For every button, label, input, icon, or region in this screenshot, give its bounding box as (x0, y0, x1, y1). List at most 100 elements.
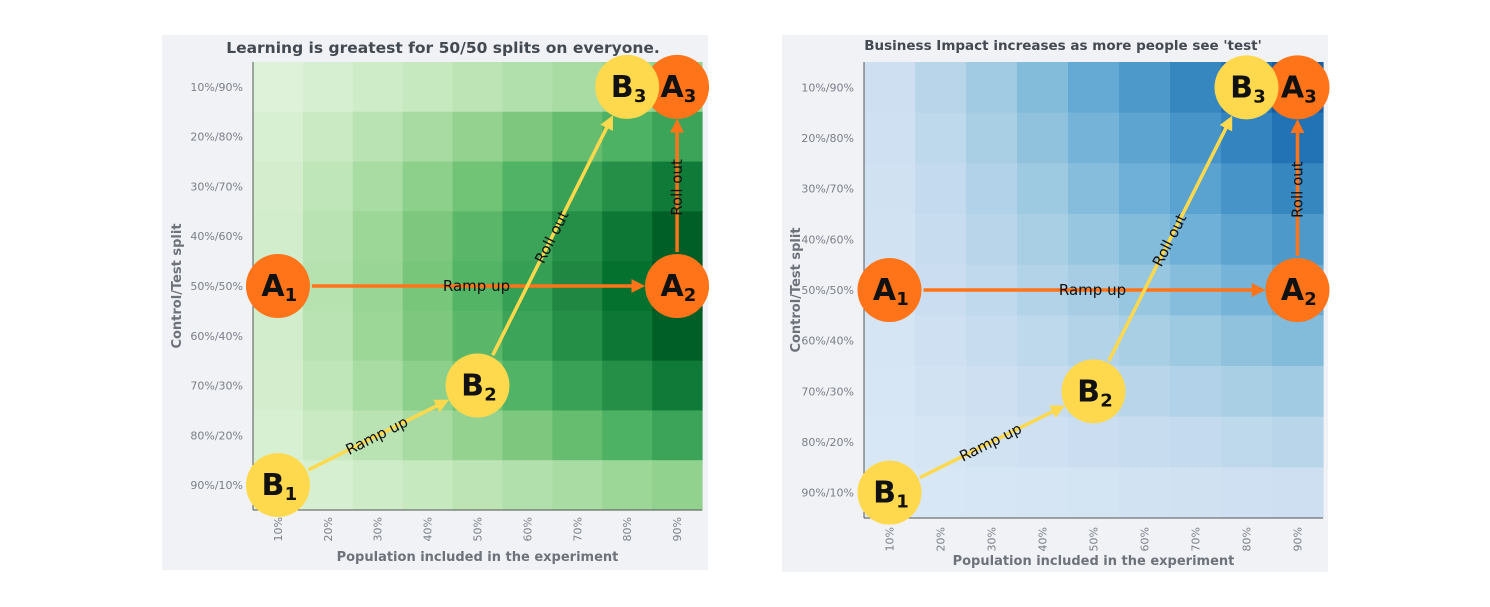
heatmap-cell (1272, 416, 1324, 468)
node-subscript: 2 (484, 385, 497, 406)
y-tick-label: 60%/40% (801, 335, 854, 348)
heatmap-cell (1272, 315, 1324, 367)
heatmap-cell (1221, 214, 1273, 266)
heatmap-cell (1017, 467, 1069, 519)
node-subscript: 1 (285, 484, 298, 505)
x-tick-label: 80% (621, 517, 634, 541)
heatmap-cell (253, 111, 304, 163)
heatmap-cell (602, 360, 653, 412)
heatmap-cell (302, 111, 354, 163)
heatmap-cell (302, 161, 354, 212)
chart-title: Business Impact increases as more people… (864, 38, 1262, 54)
heatmap-cell (915, 62, 967, 114)
arrow-yellow (1107, 115, 1233, 362)
heatmap-cell (1119, 112, 1171, 164)
x-axis-title: Population included in the experiment (337, 550, 619, 565)
heatmap-cell (1017, 112, 1069, 164)
node-circle (645, 54, 710, 119)
heatmap-cell (1221, 315, 1273, 367)
heatmap-cell (1119, 163, 1171, 215)
node-subscript: 3 (634, 86, 647, 107)
heatmap-cell (352, 360, 404, 412)
heatmap-cell (602, 410, 653, 461)
y-axis-title: Control/Test split (170, 223, 185, 348)
node-circle (1265, 55, 1330, 120)
heatmap-cell (1068, 62, 1120, 114)
heatmap-cell (452, 410, 504, 461)
heatmap-cell (864, 163, 916, 215)
heatmap-cell (602, 460, 653, 511)
x-tick-label: 40% (422, 517, 435, 541)
node-letter: A (660, 269, 684, 304)
heatmap-cell (502, 460, 553, 511)
node-subscript: 1 (896, 289, 909, 310)
node-letter: B (1230, 70, 1253, 105)
heatmap-cell (966, 315, 1018, 367)
heatmap-cell (1119, 416, 1171, 468)
node-circle (1265, 258, 1330, 322)
y-tick-label: 30%/70% (190, 180, 243, 193)
heatmap-cell (302, 211, 354, 262)
x-tick-label: 60% (1139, 527, 1152, 551)
heatmap-cell (915, 163, 967, 215)
node-subscript: 3 (684, 86, 697, 107)
heatmap-cell (1068, 467, 1120, 519)
node-circle (645, 254, 710, 318)
x-tick-label: 90% (1292, 527, 1305, 551)
y-tick-label: 70%/30% (801, 385, 854, 398)
heatmap-cell (1119, 366, 1171, 418)
heatmap-cell (652, 310, 703, 362)
y-tick-label: 40%/60% (801, 233, 854, 246)
arrow-label-group: Ramp up (443, 277, 510, 295)
heatmap-cell (1068, 315, 1120, 367)
heatmap-cell (452, 211, 504, 262)
heatmap-cell (552, 62, 603, 113)
arrow-label: Roll out (668, 159, 686, 216)
chart-title: Learning is greatest for 50/50 splits on… (226, 39, 660, 57)
y-tick-label: 10%/90% (801, 81, 854, 94)
heatmap-cell (452, 111, 504, 163)
heatmap-cell (864, 416, 916, 468)
node-subscript: 2 (1100, 390, 1113, 411)
heatmap-cell (502, 111, 553, 163)
node-circle (595, 54, 660, 119)
node-circle (857, 258, 922, 322)
heatmap-cell (1017, 315, 1069, 367)
arrow-label-group: Roll out (1289, 161, 1307, 218)
node-letter: A (1281, 70, 1305, 105)
heatmap-cell (552, 360, 603, 412)
heatmap-cell (552, 460, 603, 511)
heatmap-cell (552, 310, 603, 362)
y-tick-label: 40%/60% (190, 230, 243, 243)
y-tick-label: 90%/10% (190, 479, 243, 492)
heatmap-cell (652, 410, 703, 461)
heatmap-cell (452, 460, 504, 511)
node-circle (1214, 55, 1279, 120)
heatmap-cell (1221, 416, 1273, 468)
y-axis-title: Control/Test split (789, 227, 804, 352)
heatmap-cell (1017, 366, 1069, 418)
heatmap-cell (602, 211, 653, 262)
arrow-label-group: Roll out (668, 159, 686, 216)
heatmap-cell (502, 62, 553, 113)
heatmap-cell (864, 366, 916, 418)
heatmap-cell (915, 416, 967, 468)
heatmap-cell (966, 467, 1018, 519)
heatmap-cell (864, 112, 916, 164)
heatmap-cell (966, 214, 1018, 266)
heatmap-cell (602, 161, 653, 212)
heatmap-cell (552, 111, 603, 163)
heatmap-cell (253, 161, 304, 212)
x-tick-label: 50% (1088, 527, 1101, 551)
y-tick-label: 80%/20% (801, 436, 854, 449)
y-tick-label: 20%/80% (801, 132, 854, 145)
heatmap-cell (1068, 416, 1120, 468)
node-circle (245, 254, 310, 318)
x-tick-label: 80% (1241, 527, 1254, 551)
heatmap-cell (302, 410, 354, 461)
